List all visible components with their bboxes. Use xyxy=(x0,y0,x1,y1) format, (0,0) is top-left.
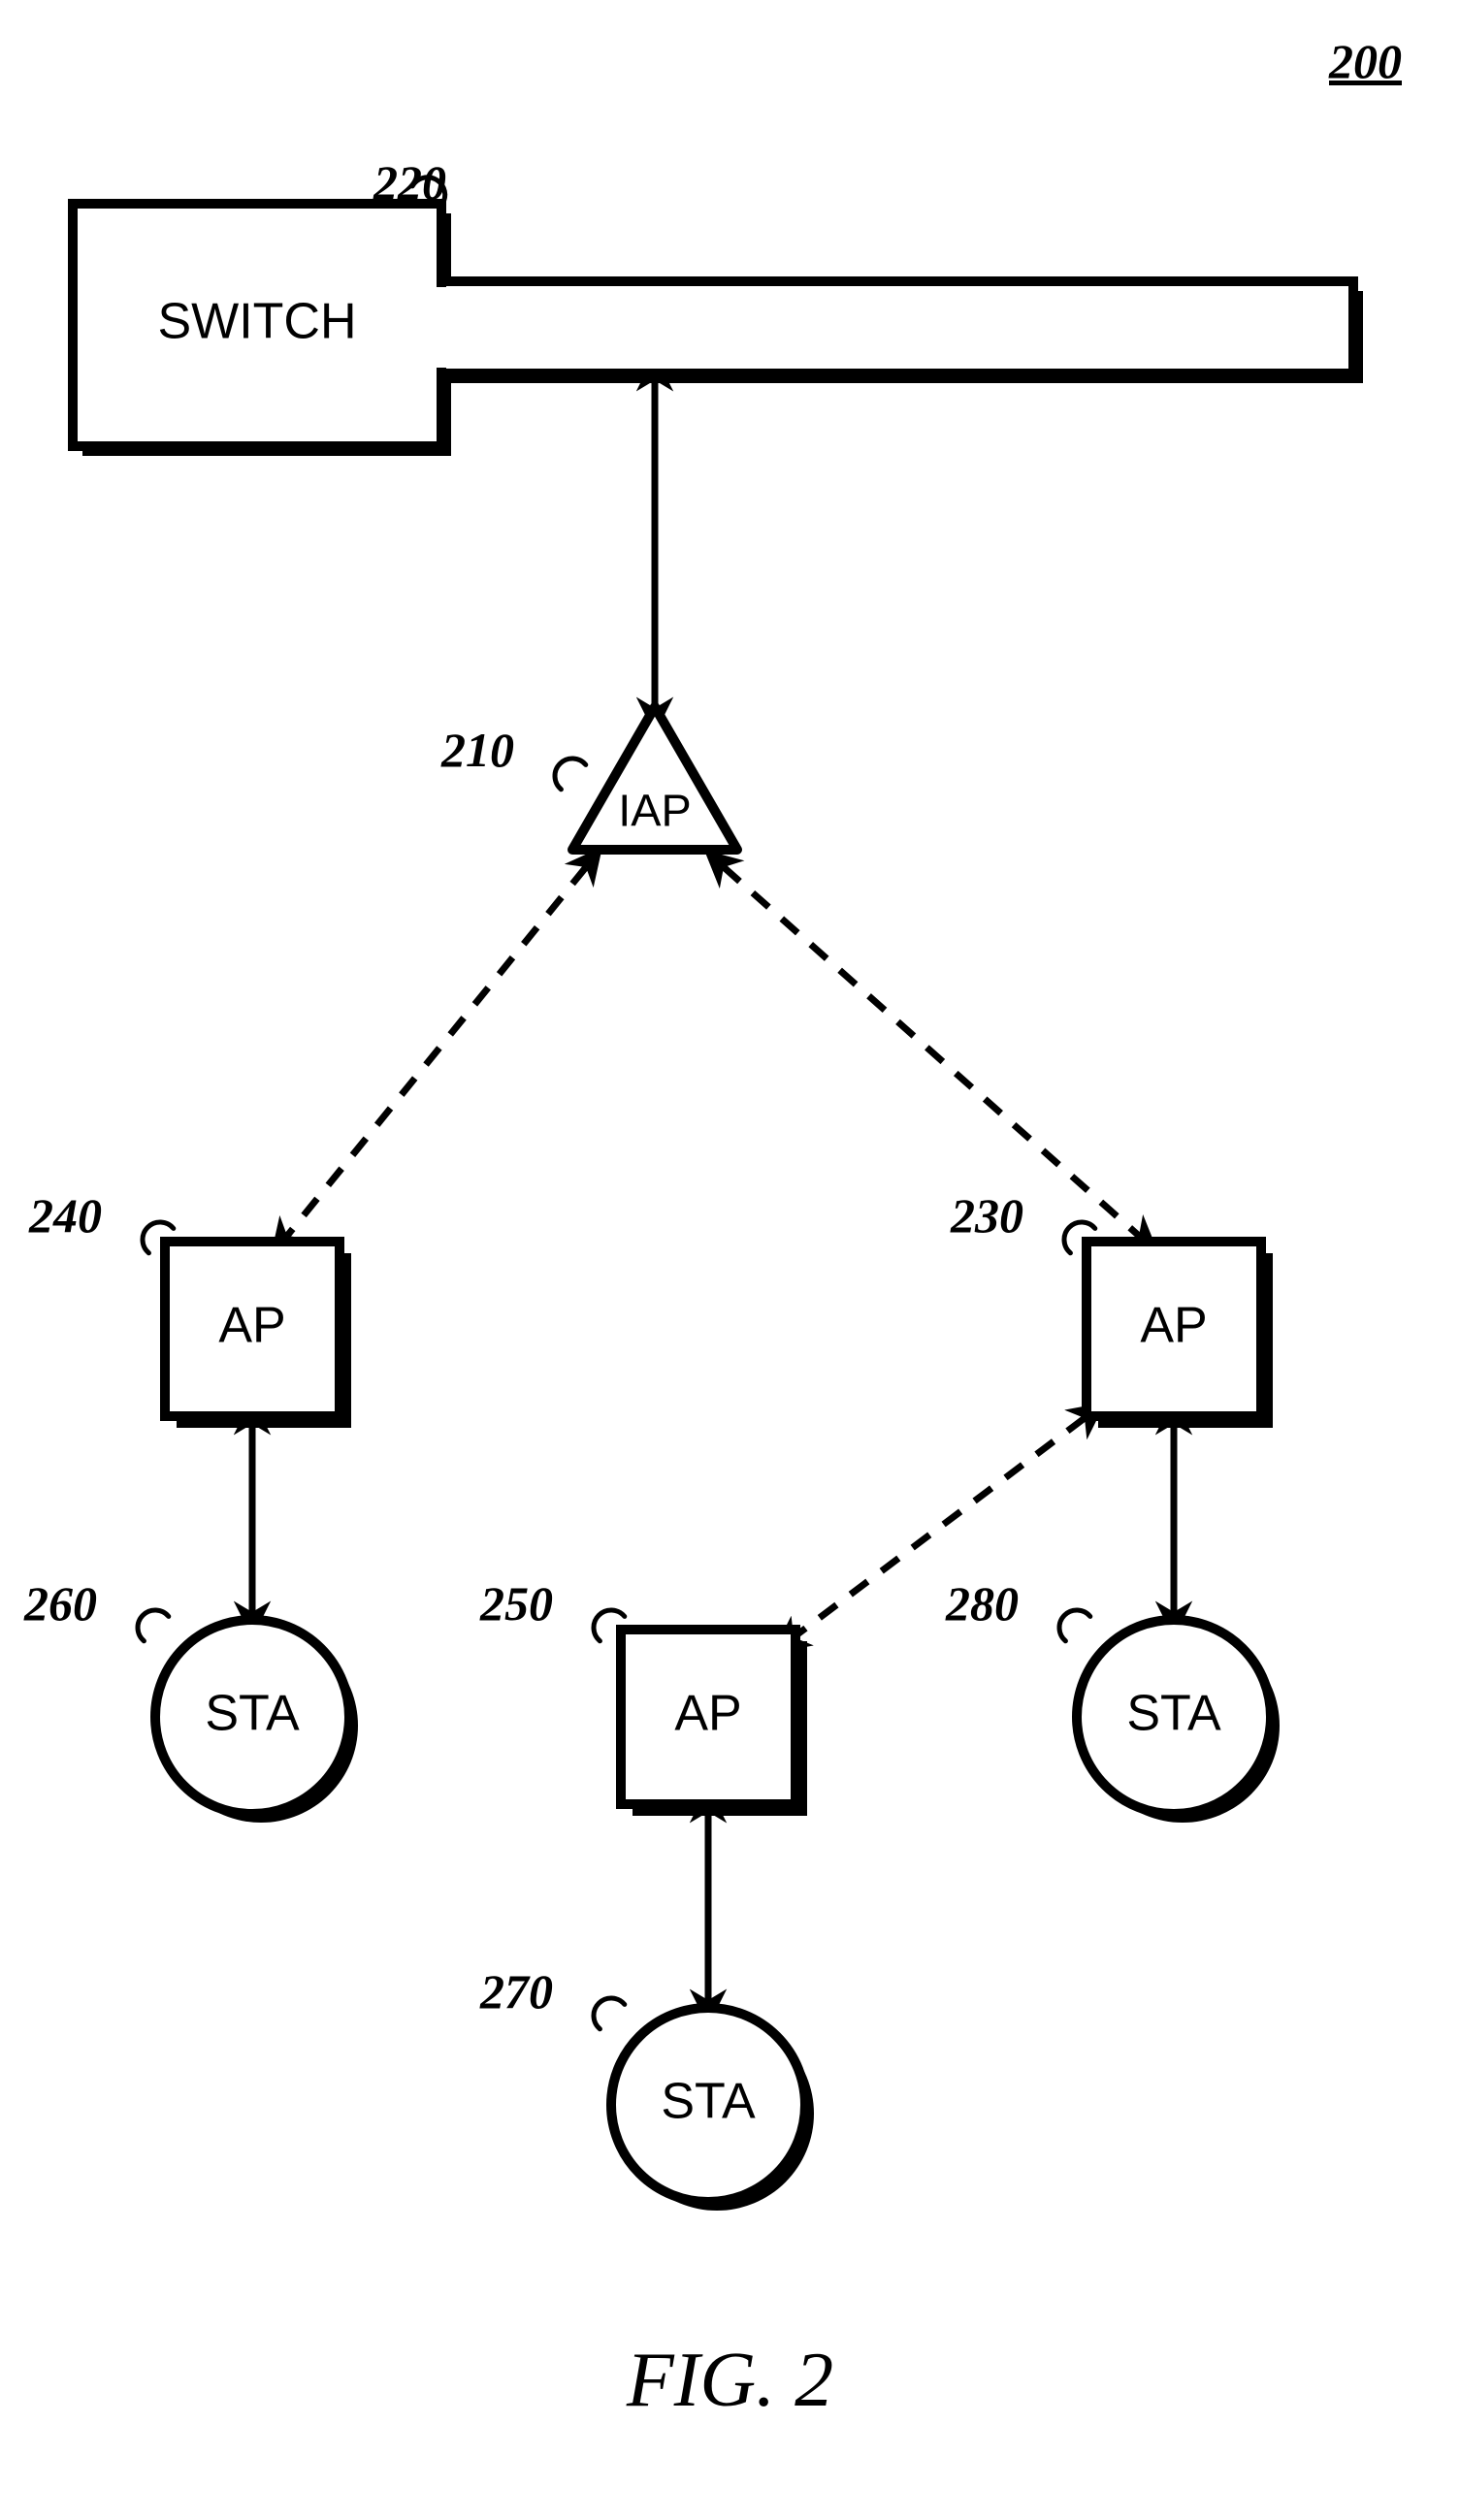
sta260-ref: 260 xyxy=(23,1576,97,1631)
figure-ref: 200 xyxy=(1328,34,1402,88)
switch-label: SWITCH xyxy=(157,294,356,350)
ap250-label: AP xyxy=(674,1686,741,1742)
sta280-ref: 280 xyxy=(945,1576,1019,1631)
iap-ref: 210 xyxy=(440,723,514,777)
ref-hook xyxy=(1059,1610,1090,1641)
ap230-ref: 230 xyxy=(950,1188,1023,1243)
sta280-label: STA xyxy=(1126,1686,1221,1742)
ref-hook xyxy=(594,1998,625,2029)
switch-bus xyxy=(439,281,1353,373)
ref-hook xyxy=(555,759,586,790)
ap250-ref: 250 xyxy=(479,1576,553,1631)
edge xyxy=(794,1418,1085,1637)
sta270-ref: 270 xyxy=(479,1964,553,2019)
figure-caption: FIG. 2 xyxy=(626,2338,833,2423)
sta260-label: STA xyxy=(205,1686,300,1742)
ap240-ref: 240 xyxy=(28,1188,102,1243)
edge xyxy=(287,867,586,1236)
ref-hook xyxy=(138,1610,169,1641)
network-diagram: SWITCH 220 IAP 210 AP 240 AP 230 AP 250 STA 260 STA 2… xyxy=(0,0,1460,2520)
sta270-label: STA xyxy=(661,2074,756,2130)
edge xyxy=(724,867,1139,1236)
switch-ref: 220 xyxy=(373,155,446,210)
nodes-layer: SWITCH 220 IAP 210 AP 240 AP 230 AP 250 STA 260 STA 2… xyxy=(23,155,1363,2211)
ap230-label: AP xyxy=(1140,1298,1207,1354)
ap240-label: AP xyxy=(218,1298,285,1354)
iap-label: IAP xyxy=(618,785,691,835)
